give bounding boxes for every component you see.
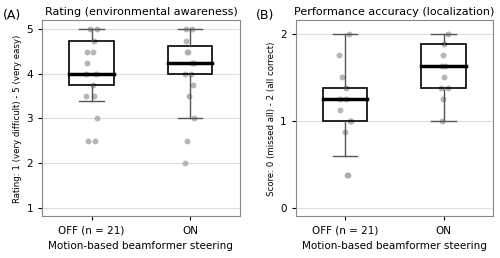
Point	[190, 116, 198, 120]
Point	[345, 31, 353, 36]
Point	[182, 27, 190, 31]
Point	[336, 53, 344, 57]
Point	[90, 38, 98, 43]
Point	[84, 50, 92, 54]
Point	[180, 72, 188, 76]
Point	[189, 83, 197, 87]
Point	[183, 50, 191, 54]
X-axis label: Motion-based beamformer steering: Motion-based beamformer steering	[48, 241, 234, 251]
Point	[440, 97, 448, 101]
Point	[440, 64, 448, 68]
Point	[438, 119, 446, 123]
Title: Performance accuracy (localization): Performance accuracy (localization)	[294, 7, 494, 17]
Point	[86, 27, 94, 31]
Text: (A): (A)	[2, 9, 21, 22]
Point	[188, 27, 196, 31]
Point	[444, 86, 452, 90]
Bar	[70, 41, 114, 85]
Point	[342, 86, 350, 90]
Point	[346, 119, 354, 123]
X-axis label: Motion-based beamformer steering: Motion-based beamformer steering	[302, 241, 487, 251]
Point	[184, 50, 192, 54]
Point	[186, 72, 194, 76]
Point	[346, 119, 354, 123]
Point	[188, 61, 196, 65]
Point	[82, 72, 90, 76]
Point	[92, 139, 100, 143]
Point	[93, 27, 101, 31]
Text: (B): (B)	[256, 9, 274, 22]
Y-axis label: Score: 0 (missed all) - 2 (all correct): Score: 0 (missed all) - 2 (all correct)	[267, 41, 276, 196]
Bar	[422, 44, 466, 88]
Point	[342, 97, 350, 101]
Point	[439, 53, 447, 57]
Y-axis label: Rating: 1 (very difficult) - 5 (very easy): Rating: 1 (very difficult) - 5 (very eas…	[14, 34, 22, 203]
Point	[84, 139, 92, 143]
Point	[338, 75, 345, 79]
Point	[84, 61, 92, 65]
Bar	[168, 46, 212, 74]
Point	[184, 139, 192, 143]
Point	[82, 94, 90, 98]
Point	[88, 83, 96, 87]
Point	[342, 173, 350, 177]
Point	[185, 94, 193, 98]
Point	[336, 108, 344, 112]
Point	[440, 75, 448, 79]
Point	[93, 116, 101, 120]
Point	[341, 130, 349, 134]
Point	[182, 38, 190, 43]
Point	[88, 50, 96, 54]
Title: Rating (environmental awareness): Rating (environmental awareness)	[44, 7, 238, 17]
Bar	[323, 88, 367, 121]
Point	[438, 64, 446, 68]
Point	[440, 42, 448, 46]
Point	[190, 61, 198, 65]
Point	[92, 72, 100, 76]
Point	[181, 161, 189, 165]
Point	[344, 173, 352, 177]
Point	[444, 31, 452, 36]
Point	[437, 86, 445, 90]
Point	[90, 94, 98, 98]
Point	[336, 97, 344, 101]
